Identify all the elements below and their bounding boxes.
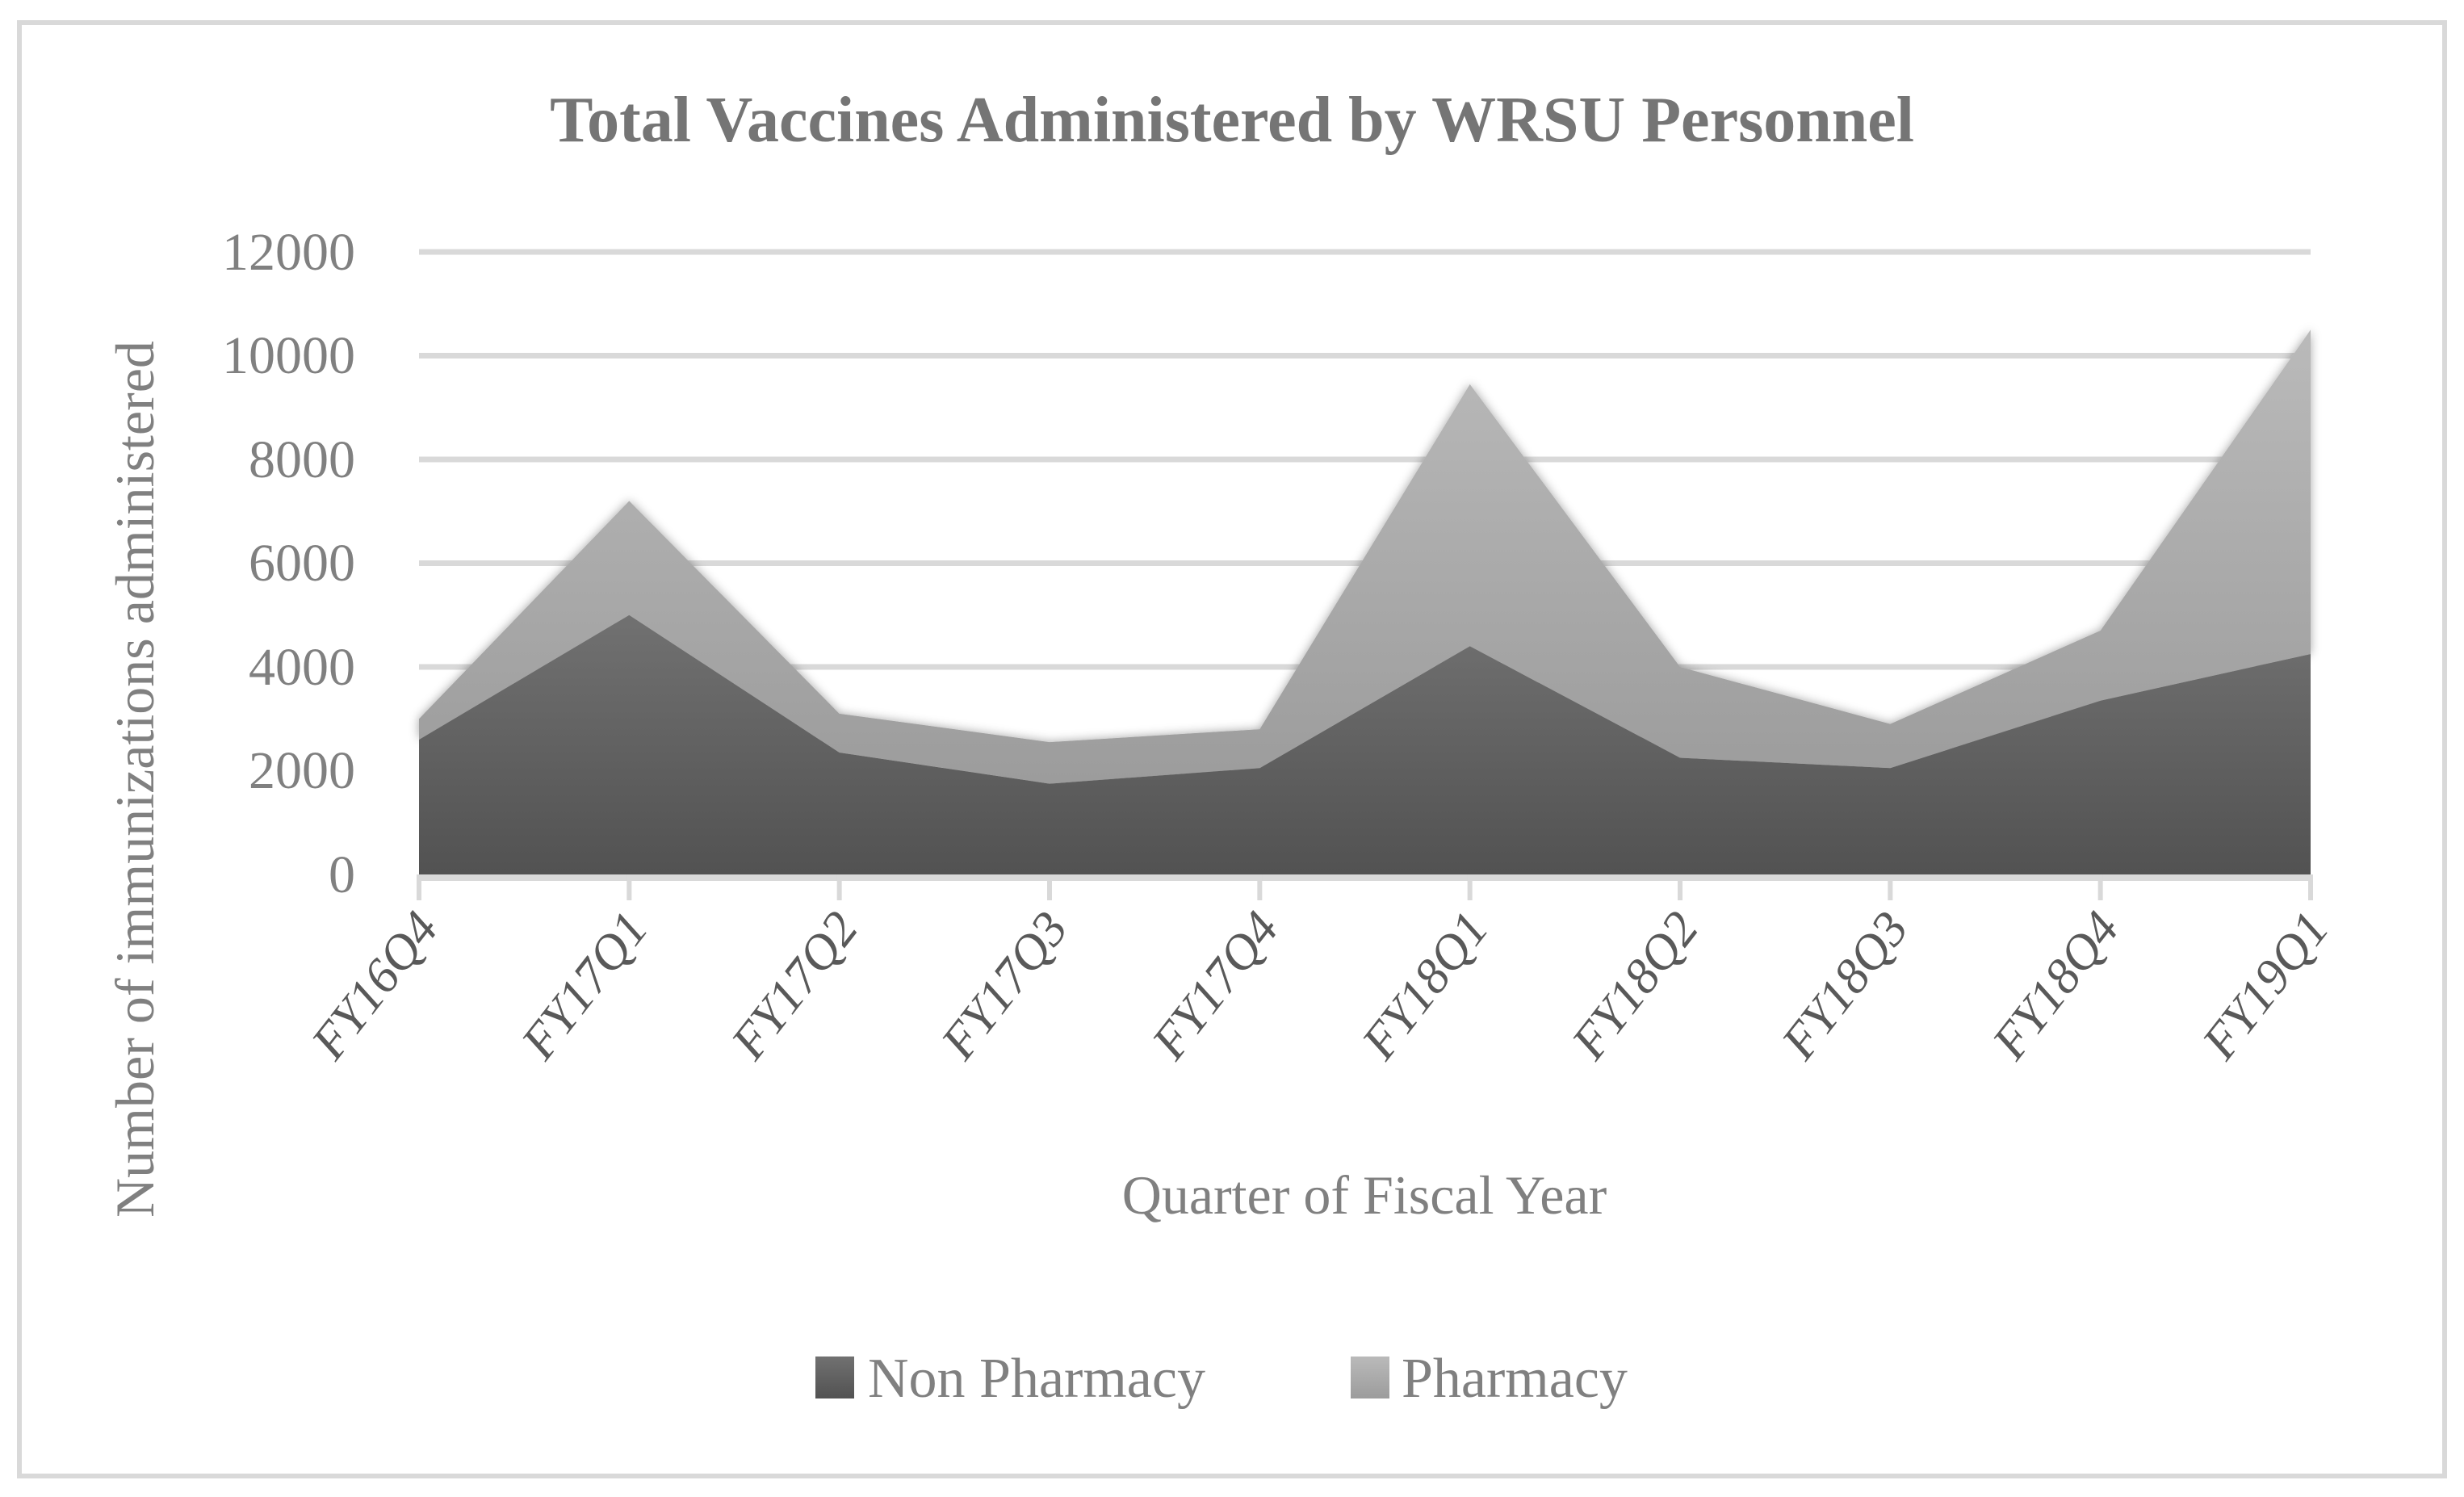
y-tick-label: 12000 xyxy=(222,223,355,282)
x-tick-marks xyxy=(417,874,2313,900)
y-tick-labels: 0 2000 4000 6000 8000 10000 12000 xyxy=(222,223,355,904)
y-tick-label: 2000 xyxy=(249,741,355,800)
x-axis-title: Quarter of Fiscal Year xyxy=(1122,1164,1607,1226)
legend-label: Pharmacy xyxy=(1402,1348,1628,1410)
y-axis-title: Number of immunizations administered xyxy=(104,341,166,1218)
non-pharmacy-area xyxy=(419,614,2311,874)
y-tick-label: 4000 xyxy=(249,638,355,697)
pharmacy-area xyxy=(419,329,2311,784)
legend-swatch-pharmacy xyxy=(1351,1357,1389,1398)
y-tick-label: 8000 xyxy=(249,430,355,489)
y-tick-label: 6000 xyxy=(249,534,355,593)
legend-label: Non Pharmacy xyxy=(868,1348,1205,1410)
legend: Non Pharmacy Pharmacy xyxy=(815,1348,1628,1410)
y-tick-label: 10000 xyxy=(222,326,355,385)
chart-title: Total Vaccines Administered by WRSU Pers… xyxy=(550,85,1914,156)
y-tick-label: 0 xyxy=(329,845,355,904)
legend-item-pharmacy[interactable]: Pharmacy xyxy=(1351,1348,1628,1410)
legend-swatch-non-pharmacy xyxy=(815,1357,854,1398)
legend-item-non-pharmacy[interactable]: Non Pharmacy xyxy=(815,1348,1205,1410)
